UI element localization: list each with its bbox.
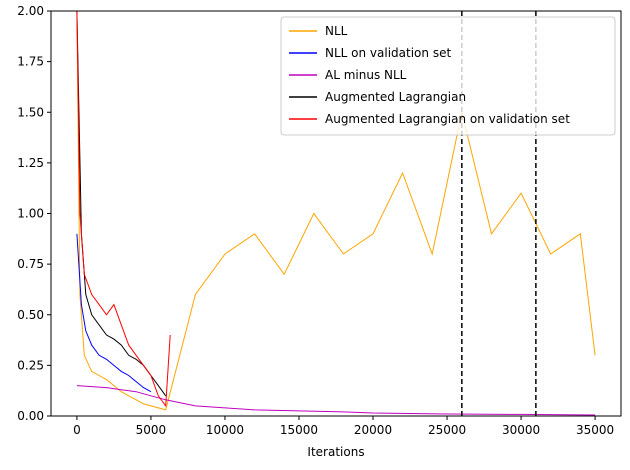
x-tick-label: 5000: [136, 423, 167, 437]
x-tick-label: 35000: [576, 423, 614, 437]
y-tick-label: 1.75: [17, 55, 44, 69]
y-tick-label: 2.00: [17, 4, 44, 18]
x-tick-label: 25000: [428, 423, 466, 437]
series-line-1: [76, 233, 152, 393]
y-tick-label: 1.50: [17, 105, 44, 119]
legend-label-3: Augmented Lagrangian: [325, 90, 466, 104]
y-tick-label: 1.25: [17, 156, 44, 170]
x-tick-label: 0: [73, 423, 81, 437]
y-tick-label: 0.25: [17, 358, 44, 372]
legend-label-2: AL minus NLL: [325, 68, 407, 82]
y-tick-label: 0.75: [17, 257, 44, 271]
x-axis-ticks: 0 5000 10000 15000 20000 25000 30000 35000: [73, 416, 614, 437]
y-axis-ticks: 0.00 0.25 0.50 0.75 1.00 1.25 1.50 1.75 2.00: [17, 4, 51, 423]
y-tick-label: 0.00: [17, 409, 44, 423]
x-tick-label: 20000: [354, 423, 392, 437]
legend-label-1: NLL on validation set: [325, 46, 451, 60]
x-axis-label: Iterations: [307, 445, 364, 459]
legend: NLL NLL on validation set AL minus NLL Augm…: [280, 16, 616, 136]
x-tick-label: 15000: [280, 423, 318, 437]
series-line-2: [76, 385, 596, 416]
series-line-0: [76, 11, 596, 411]
legend-box: [280, 16, 616, 136]
series-layer: [76, 11, 596, 416]
y-tick-label: 0.50: [17, 308, 44, 322]
legend-label-4: Augmented Lagrangian on validation set: [325, 112, 570, 126]
legend-label-0: NLL: [325, 24, 348, 38]
y-tick-label: 1.00: [17, 207, 44, 221]
series-line-4: [76, 11, 171, 408]
x-tick-label: 10000: [206, 423, 244, 437]
x-tick-label: 30000: [502, 423, 540, 437]
